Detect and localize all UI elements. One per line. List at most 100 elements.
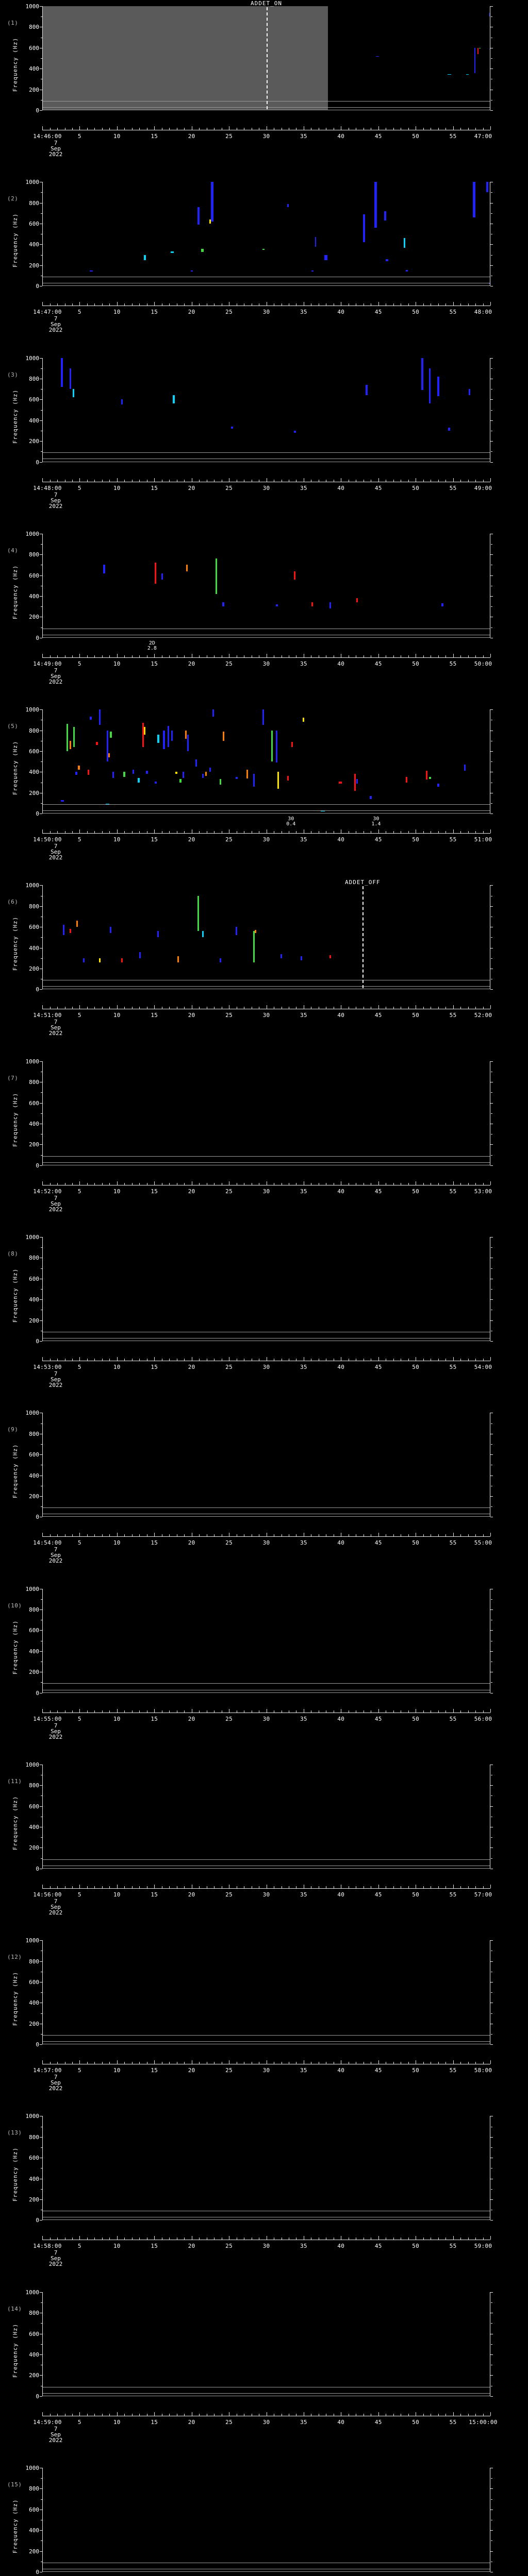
- x-tick-label: 40: [337, 836, 345, 843]
- x-tick: [154, 126, 155, 130]
- x-tick-label: 15: [151, 836, 158, 843]
- x-tick-label: 45: [374, 1188, 382, 1195]
- y-tick-major-right: [490, 1165, 493, 1166]
- x-tick: [94, 128, 95, 130]
- x-tick: [72, 1359, 73, 1361]
- x-tick-label: 20: [188, 1364, 195, 1371]
- x-tick-label: 40: [337, 2243, 345, 2250]
- y-tick-minor: [41, 192, 42, 193]
- detection-trace: [87, 770, 89, 775]
- detection-trace: [311, 602, 314, 607]
- y-tick-label: 600: [29, 1099, 39, 1107]
- x-tick: [169, 1007, 170, 1009]
- x-tick-label-end: 59:00: [474, 2243, 492, 2250]
- y-tick-minor-right: [491, 368, 492, 369]
- x-tick-label: 40: [337, 133, 345, 140]
- y-tick-minor-right: [491, 1092, 492, 1093]
- y-tick-minor: [41, 2344, 42, 2345]
- no-data-mask: [43, 6, 328, 110]
- y-tick-major: [40, 1496, 42, 1497]
- x-tick: [199, 1182, 200, 1185]
- detection-trace: [375, 56, 379, 57]
- detection-trace: [437, 376, 439, 397]
- detection-trace: [405, 777, 407, 783]
- detection-trace: [95, 741, 98, 745]
- plot-area: [42, 1061, 490, 1165]
- x-tick: [468, 1534, 469, 1537]
- spectrogram-panel: (9) Frequency (Hz) 0 200 400 600 800 1000 14:54:…: [0, 1406, 528, 1582]
- spectrogram-panel: (12) Frequency (Hz) 0 200 400 600 800 1000 14:57…: [0, 1934, 528, 2110]
- y-tick-major-right: [490, 1237, 493, 1238]
- x-tick: [102, 1182, 103, 1185]
- x-tick: [408, 128, 409, 130]
- y-tick-major: [40, 1454, 42, 1455]
- x-axis-line: [42, 1888, 490, 1889]
- y-tick-major-right: [490, 1144, 493, 1145]
- x-tick: [184, 2062, 185, 2064]
- x-tick-label: 25: [225, 660, 233, 667]
- x-axis-line: [42, 1536, 490, 1537]
- y-tick-minor: [41, 58, 42, 59]
- x-tick: [460, 1534, 461, 1537]
- x-tick: [460, 2413, 461, 2416]
- x-tick-label-end: 49:00: [474, 484, 492, 492]
- detection-annotation: 30 1.4: [371, 816, 381, 827]
- x-tick: [423, 128, 424, 130]
- y-tick-label: 0: [36, 1865, 39, 1872]
- detection-trace: [197, 895, 199, 931]
- x-tick-label-start: 14:59:00: [33, 2418, 62, 2426]
- detection-trace: [293, 430, 296, 433]
- y-tick-label: 800: [29, 1958, 39, 1965]
- x-tick: [475, 479, 476, 482]
- y-tick-major: [40, 399, 42, 400]
- detection-trace: [123, 772, 126, 777]
- y-tick-minor: [41, 16, 42, 18]
- y-tick-major: [40, 110, 42, 111]
- y-tick-major-right: [490, 2530, 493, 2531]
- date-stack-label: 7 Sep 2022: [48, 491, 63, 510]
- y-tick-major: [40, 1961, 42, 1962]
- x-tick: [42, 2412, 43, 2416]
- x-tick: [117, 1005, 118, 1009]
- x-tick-label: 15: [151, 133, 158, 140]
- y-tick-minor-right: [491, 2540, 492, 2541]
- detection-trace: [103, 565, 106, 573]
- y-tick-minor-right: [491, 2033, 492, 2035]
- x-tick: [490, 2236, 491, 2240]
- x-tick-label-start: 14:57:00: [33, 2067, 62, 2074]
- x-tick-label: 15: [151, 1539, 158, 1547]
- x-tick-label: 10: [113, 1891, 121, 1898]
- x-tick: [124, 1359, 125, 1361]
- x-tick-label-end: 55:00: [474, 1539, 492, 1547]
- y-tick-label: 200: [29, 86, 39, 93]
- x-tick-label: 30: [262, 1715, 270, 1722]
- x-tick: [408, 1182, 409, 1185]
- x-tick: [483, 1534, 484, 1537]
- x-tick-label: 15: [151, 2418, 158, 2426]
- x-tick-label: 5: [77, 309, 81, 316]
- y-tick-label: 1000: [25, 882, 40, 889]
- x-tick-label: 15: [151, 1188, 158, 1195]
- y-tick-major: [40, 1061, 42, 1062]
- x-tick-label: 50: [412, 660, 420, 667]
- x-tick: [57, 1007, 58, 1009]
- y-tick-label: 1000: [25, 179, 40, 186]
- x-tick: [483, 2062, 484, 2064]
- x-tick: [79, 1005, 80, 1009]
- x-tick-label-start: 14:55:00: [33, 1715, 62, 1722]
- x-tick: [139, 1359, 140, 1361]
- y-tick-label: 200: [29, 1493, 39, 1500]
- x-tick: [490, 1884, 491, 1888]
- y-axis-title: Frequency (Hz): [12, 213, 19, 268]
- y-tick-minor: [41, 2013, 42, 2014]
- y-tick-major: [40, 575, 42, 576]
- x-tick: [154, 1357, 155, 1361]
- y-tick-minor: [41, 1506, 42, 1507]
- x-tick-label: 55: [449, 133, 457, 140]
- y-axis-title: Frequency (Hz): [12, 1444, 19, 1499]
- y-tick-minor: [41, 803, 42, 804]
- x-tick: [423, 1359, 424, 1361]
- x-tick: [42, 1884, 43, 1888]
- y-tick-label: 1000: [25, 2289, 40, 2296]
- y-tick-minor: [41, 1113, 42, 1114]
